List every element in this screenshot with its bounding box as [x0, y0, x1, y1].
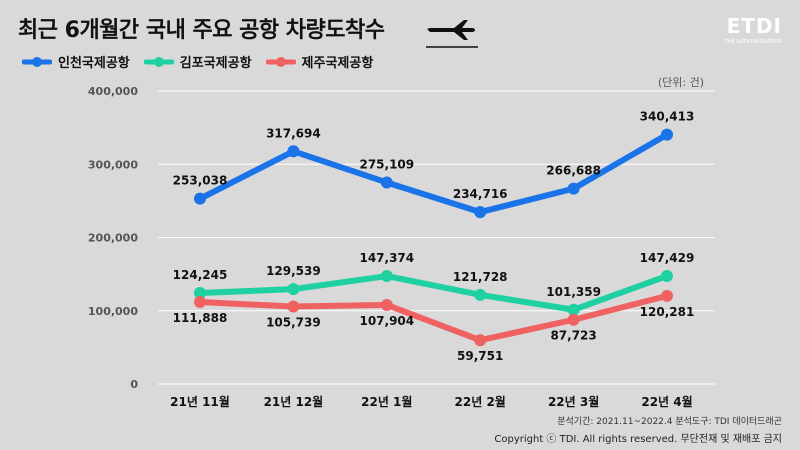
data-label: 124,245	[173, 268, 228, 282]
data-point	[287, 145, 300, 158]
series-line-2	[197, 292, 670, 344]
data-point	[194, 192, 206, 205]
logo-text: ETDI	[726, 14, 782, 38]
data-label: 253,038	[173, 174, 228, 188]
x-tick-label: 22년 4월	[641, 394, 692, 409]
data-point	[380, 270, 393, 283]
data-point	[474, 206, 487, 219]
data-label: 317,694	[266, 126, 321, 140]
data-point	[474, 288, 487, 301]
data-label: 275,109	[359, 157, 414, 171]
data-point	[661, 128, 673, 141]
legend: 인천국제공항 김포국제공항 제주국제공항	[22, 52, 373, 71]
data-label: 105,739	[266, 316, 321, 330]
data-label: 129,539	[266, 264, 321, 278]
data-label: 121,728	[453, 270, 508, 284]
x-tick-label: 21년 11월	[170, 394, 230, 409]
tdi-logo: ETDI THE DATA INNOVATION	[725, 14, 782, 45]
data-label: 147,429	[640, 251, 695, 265]
legend-marker-incheon	[22, 56, 52, 67]
data-point	[661, 289, 673, 302]
series-line-0	[197, 131, 670, 216]
legend-label-jeju: 제주국제공항	[301, 56, 374, 71]
data-point	[567, 303, 580, 316]
data-point	[380, 176, 393, 189]
data-point	[194, 286, 206, 299]
data-point	[661, 270, 673, 283]
analysis-period: 분석기간: 2021.11~2022.4 분석도구: TDI 데이터드래곤	[557, 417, 782, 427]
x-tick-label: 22년 3월	[548, 394, 599, 409]
airplane-icon	[424, 14, 480, 54]
legend-item-jeju: 제주국제공항	[265, 52, 374, 71]
legend-marker-gimpo	[143, 56, 174, 67]
y-tick-label: 400,000	[88, 85, 138, 98]
legend-item-gimpo: 김포국제공항	[143, 52, 252, 71]
y-tick-label: 100,000	[88, 305, 138, 318]
legend-item-incheon: 인천국제공항	[22, 52, 130, 71]
y-tick-label: 200,000	[88, 232, 138, 245]
data-label: 111,888	[173, 311, 228, 325]
y-tick-label: 0	[130, 378, 138, 391]
data-label: 101,359	[546, 285, 601, 299]
data-point	[567, 182, 580, 195]
unit-label: (단위: 건)	[657, 76, 704, 89]
x-tick-label: 22년 2월	[455, 394, 506, 409]
data-label: 87,723	[550, 329, 596, 343]
data-label: 59,751	[457, 349, 503, 363]
data-label: 340,413	[640, 110, 695, 124]
copyright: Copyright ⓒ TDI. All rights reserved. 무단…	[494, 434, 782, 445]
legend-label-gimpo: 김포국제공항	[179, 56, 252, 71]
series-line-1	[197, 273, 670, 313]
data-point	[380, 298, 393, 311]
data-label: 266,688	[546, 164, 601, 178]
x-tick-label: 21년 12월	[264, 394, 324, 409]
data-point	[287, 283, 300, 296]
data-label: 120,281	[640, 305, 695, 319]
legend-label-incheon: 인천국제공항	[58, 56, 130, 71]
chart-title: 최근 6개월간 국내 주요 공항 차량도착수	[18, 18, 385, 43]
data-point	[474, 334, 487, 347]
y-tick-label: 300,000	[88, 158, 138, 171]
data-label: 147,374	[359, 251, 414, 265]
logo-subtext: THE DATA INNOVATION	[724, 39, 782, 45]
legend-marker-jeju	[265, 56, 296, 67]
x-tick-label: 22년 1월	[361, 394, 412, 409]
data-point	[194, 296, 206, 309]
data-point	[567, 313, 580, 326]
data-label: 234,716	[453, 187, 508, 201]
data-point	[287, 300, 300, 313]
data-label: 107,904	[359, 314, 414, 328]
